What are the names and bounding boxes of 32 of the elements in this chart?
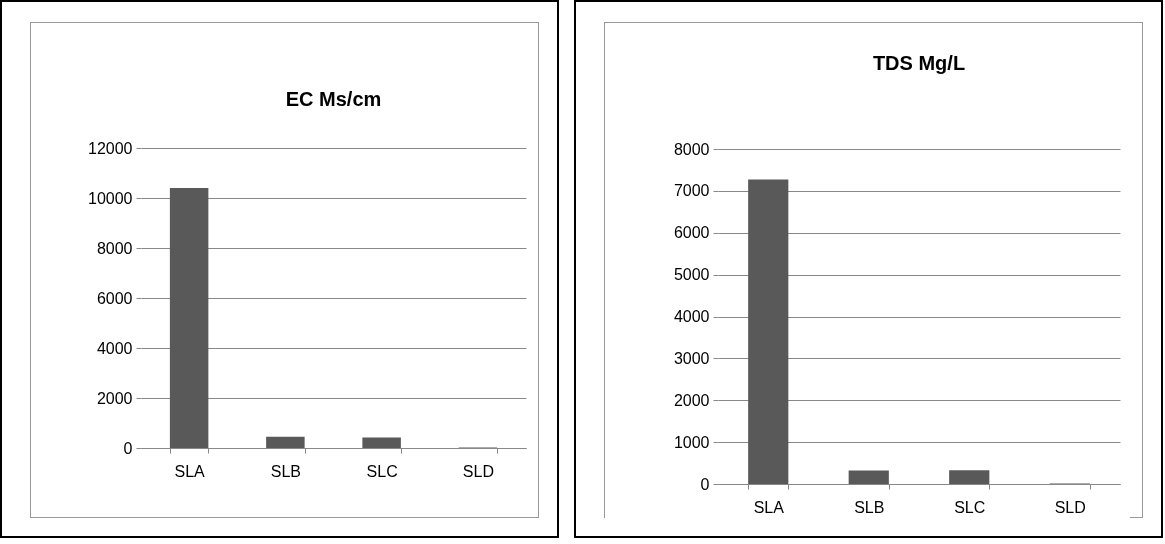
y-tick-label: 3000 xyxy=(673,349,710,367)
x-tick-label: SLB xyxy=(270,462,301,480)
x-tick-label: SLD xyxy=(1054,498,1086,516)
y-tick-label: 2000 xyxy=(673,391,710,409)
y-tick-label: 0 xyxy=(123,439,133,457)
y-tick-label: 6000 xyxy=(96,289,133,307)
x-tick-label: SLD xyxy=(462,462,494,480)
y-tick-label: 2000 xyxy=(96,389,133,407)
y-tick-label: 8000 xyxy=(96,239,133,257)
y-tick-label: 4000 xyxy=(673,308,710,325)
bar xyxy=(949,470,990,484)
chart-title: TDS Mg/L xyxy=(872,52,966,74)
y-tick-label: 10000 xyxy=(88,189,133,207)
chart-title: EC Ms/cm xyxy=(285,88,382,110)
x-tick-label: SLA xyxy=(753,498,785,516)
bar xyxy=(362,437,401,448)
x-tick-label: SLA xyxy=(174,462,206,480)
y-tick-label: 0 xyxy=(700,475,710,493)
y-tick-label: 4000 xyxy=(96,339,133,357)
y-tick-label: 12000 xyxy=(88,139,133,157)
x-tick-label: SLC xyxy=(366,462,398,480)
y-tick-label: 5000 xyxy=(673,266,710,284)
bar xyxy=(748,179,789,484)
bar xyxy=(169,188,209,448)
x-tick-label: SLC xyxy=(954,498,986,516)
y-tick-label: 7000 xyxy=(673,182,710,200)
y-tick-label: 8000 xyxy=(673,140,710,158)
x-tick-label: SLB xyxy=(854,498,885,516)
y-tick-label: 1000 xyxy=(673,433,710,451)
y-tick-label: 6000 xyxy=(673,224,710,242)
bar xyxy=(266,436,305,448)
bar xyxy=(848,470,889,484)
